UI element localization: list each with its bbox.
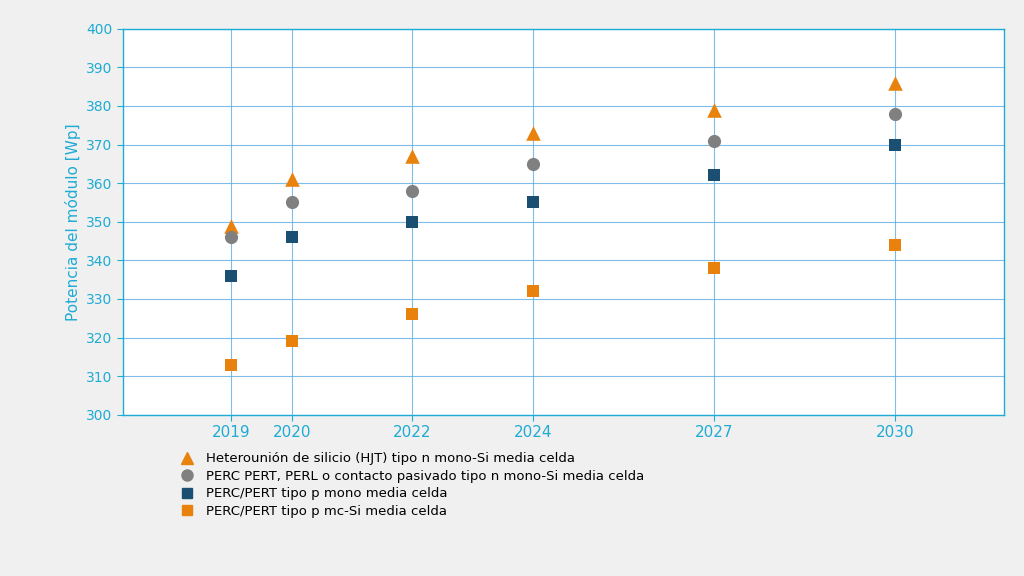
- Point: [404, 310, 421, 319]
- Point: [404, 217, 421, 226]
- Point: [887, 109, 903, 118]
- Point: [284, 337, 300, 346]
- Point: [525, 159, 542, 168]
- Point: [525, 287, 542, 296]
- Point: [284, 233, 300, 242]
- Point: [223, 360, 240, 369]
- Point: [223, 233, 240, 242]
- Point: [706, 263, 722, 272]
- Point: [706, 171, 722, 180]
- Point: [525, 198, 542, 207]
- Point: [223, 271, 240, 281]
- Point: [223, 221, 240, 230]
- Point: [284, 198, 300, 207]
- Point: [706, 136, 722, 145]
- Point: [706, 105, 722, 115]
- Point: [404, 151, 421, 161]
- Point: [525, 128, 542, 138]
- Point: [887, 78, 903, 88]
- Point: [887, 140, 903, 149]
- Y-axis label: Potencia del módulo [Wp]: Potencia del módulo [Wp]: [65, 123, 81, 321]
- Point: [887, 240, 903, 249]
- Point: [284, 175, 300, 184]
- Legend: Heterounión de silicio (HJT) tipo n mono-Si media celda, PERC PERT, PERL o conta: Heterounión de silicio (HJT) tipo n mono…: [173, 452, 645, 518]
- Point: [404, 186, 421, 195]
